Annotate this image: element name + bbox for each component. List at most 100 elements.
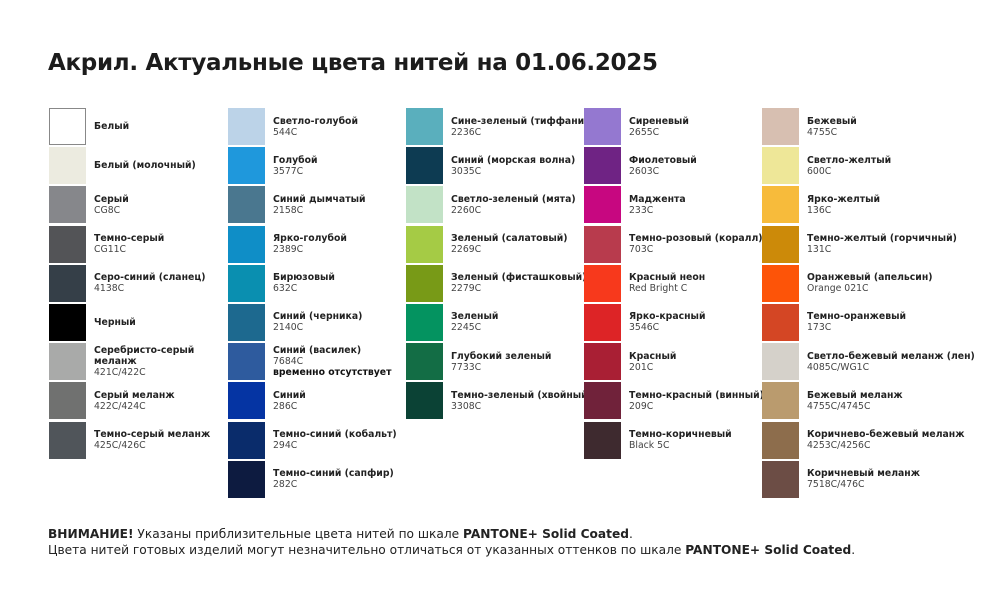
color-name: Фиолетовый bbox=[629, 154, 697, 166]
color-label: Темно-красный (винный) 209C bbox=[629, 382, 764, 419]
pantone-code: 7684C bbox=[273, 356, 304, 368]
color-name: Темно-красный (винный) bbox=[629, 389, 764, 401]
color-swatch bbox=[762, 108, 799, 145]
pantone-code: 4253C/4256C bbox=[807, 440, 871, 451]
color-swatch bbox=[762, 460, 799, 498]
color-name: Голубой bbox=[273, 154, 318, 166]
color-item: Зеленый 2245C bbox=[406, 303, 584, 343]
color-label: Коричневый меланж 7518C/476C bbox=[807, 461, 920, 498]
pantone-code: 422C/424C bbox=[94, 400, 146, 412]
pantone-scale-1: PANTONE+ Solid Coated bbox=[463, 527, 629, 541]
color-label: Светло-зеленый (мята) 2260C bbox=[451, 186, 576, 223]
color-name: Серый bbox=[94, 193, 129, 205]
color-swatch bbox=[228, 460, 265, 498]
pantone-code: 425C/426C bbox=[94, 440, 146, 451]
pantone-code: 233C bbox=[629, 204, 654, 216]
color-swatch bbox=[49, 303, 86, 341]
warning-label: ВНИМАНИЕ! bbox=[48, 527, 134, 541]
color-swatch bbox=[49, 421, 86, 459]
color-name: Бирюзовый bbox=[273, 272, 335, 284]
color-swatch bbox=[49, 343, 86, 381]
color-swatch bbox=[406, 108, 443, 145]
color-label: Светло-желтый 600C bbox=[807, 147, 891, 184]
color-name: Коричнево-бежевый меланж bbox=[807, 429, 965, 440]
pantone-code: 544C bbox=[273, 126, 298, 138]
pantone-code: 7733C bbox=[451, 361, 482, 373]
color-column: Сине-зеленый (тиффани) 2236C Синий (морска… bbox=[406, 108, 592, 422]
color-name: Черный bbox=[94, 316, 136, 328]
color-item: Синий (василек) 7684C временно отсутствует bbox=[228, 343, 406, 382]
color-name: Коричневый меланж bbox=[807, 468, 920, 480]
color-item: Сиреневый 2655C bbox=[584, 108, 762, 147]
color-label: Темно-коричневый Black 5C bbox=[629, 422, 732, 459]
color-item: Темно-розовый (коралл) 703C bbox=[584, 225, 763, 265]
color-swatch bbox=[762, 264, 799, 302]
pantone-code: 2236C bbox=[451, 126, 482, 138]
color-label: Зеленый (фисташковый) 2279C bbox=[451, 265, 586, 302]
color-item: Бирюзовый 632C bbox=[228, 264, 406, 304]
color-label: Светло-голубой 544C bbox=[273, 108, 358, 145]
color-label: Маджента 233C bbox=[629, 186, 686, 223]
color-swatch bbox=[228, 343, 265, 381]
color-name: Светло-желтый bbox=[807, 154, 892, 166]
color-label: Синий (черника) 2140C bbox=[273, 304, 362, 341]
color-item: Бежевый меланж 4755C/4745C bbox=[762, 382, 940, 421]
color-item: Оранжевый (апельсин) Orange 021C bbox=[762, 264, 940, 304]
color-label: Сиреневый 2655C bbox=[629, 108, 689, 145]
color-swatch bbox=[228, 382, 265, 420]
color-swatch bbox=[584, 382, 621, 420]
pantone-code: 3308C bbox=[451, 400, 482, 412]
color-swatch bbox=[49, 264, 86, 302]
color-label: Темно-серый меланж 425C/426C bbox=[94, 422, 210, 459]
color-swatch bbox=[49, 186, 86, 224]
color-label: Темно-оранжевый 173C bbox=[807, 304, 906, 341]
color-column: Светло-голубой 544C Голубой 3577C Синий дымч… bbox=[228, 108, 406, 500]
color-item: Светло-зеленый (мята) 2260C bbox=[406, 186, 584, 225]
color-name: Синий (морская волна) bbox=[451, 154, 576, 166]
color-name: Синий bbox=[273, 389, 306, 401]
color-label: Серебристо-серый меланж 421C/422C bbox=[94, 343, 204, 380]
color-item: Серый CG8C bbox=[49, 186, 227, 225]
color-item: Темно-зеленый (хвойный) 3308C bbox=[406, 382, 592, 421]
pantone-code: 2603C bbox=[629, 165, 660, 177]
pantone-code: 4085C/WG1C bbox=[807, 361, 870, 373]
color-name: Серо-синий (сланец) bbox=[94, 272, 206, 284]
pantone-code: 294C bbox=[273, 440, 298, 451]
pantone-code: 703C bbox=[629, 244, 654, 256]
color-name: Темно-серый меланж bbox=[94, 429, 211, 440]
pantone-code: 131C bbox=[807, 244, 832, 256]
color-label: Темно-розовый (коралл) 703C bbox=[629, 226, 763, 263]
color-name: Светло-голубой bbox=[273, 115, 358, 127]
color-swatch bbox=[49, 147, 86, 185]
color-name: Ярко-голубой bbox=[273, 233, 347, 245]
color-name: Ярко-красный bbox=[629, 311, 706, 323]
color-swatch bbox=[762, 421, 799, 459]
color-label: Светло-бежевый меланж (лен) 4085C/WG1C bbox=[807, 343, 975, 380]
color-item: Серебристо-серый меланж 421C/422C bbox=[49, 343, 227, 382]
color-item: Голубой 3577C bbox=[228, 147, 406, 186]
pantone-scale-2: PANTONE+ Solid Coated bbox=[685, 543, 852, 557]
color-swatch bbox=[406, 147, 443, 185]
pantone-code: 7518C/476C bbox=[807, 479, 865, 491]
color-swatch bbox=[762, 186, 799, 224]
footer-text-1: Указаны приблизительные цвета нитей по ш… bbox=[133, 527, 464, 541]
color-label: Синий (василек) 7684C временно отсутствует bbox=[273, 343, 392, 380]
color-label: Коричнево-бежевый меланж 4253C/4256C bbox=[807, 422, 964, 459]
color-swatch bbox=[584, 264, 621, 302]
color-name: Сиреневый bbox=[629, 115, 689, 127]
color-label: Красный 201C bbox=[629, 343, 676, 380]
color-swatch bbox=[228, 421, 265, 459]
color-item: Черный bbox=[49, 303, 227, 343]
color-name: Сине-зеленый (тиффани) bbox=[451, 115, 589, 127]
pantone-code: 632C bbox=[273, 283, 298, 295]
color-label: Сине-зеленый (тиффани) 2236C bbox=[451, 108, 588, 145]
color-swatch bbox=[406, 186, 443, 224]
color-name: Ярко-желтый bbox=[807, 193, 881, 205]
color-label: Зеленый (салатовый) 2269C bbox=[451, 226, 568, 263]
color-name: Белый (молочный) bbox=[94, 160, 196, 172]
color-item: Сине-зеленый (тиффани) 2236C bbox=[406, 108, 588, 147]
color-item: Ярко-голубой 2389C bbox=[228, 225, 406, 265]
color-name: Серебристо-серый меланж bbox=[94, 345, 195, 368]
pantone-code: 2269C bbox=[451, 244, 482, 256]
pantone-code: 2655C bbox=[629, 126, 660, 138]
